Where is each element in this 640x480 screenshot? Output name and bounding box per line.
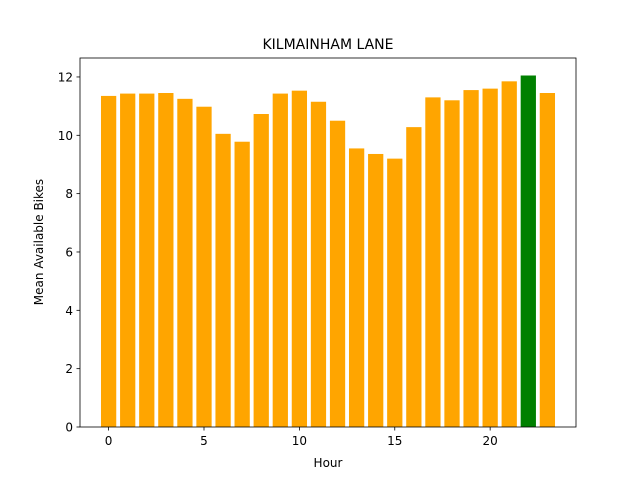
bar [234,141,250,428]
bar [177,98,193,427]
bars-group [100,75,556,428]
bar [139,93,155,428]
bar [463,90,479,427]
x-tick-label: 0 [105,434,113,448]
bar [329,120,346,427]
y-tick-label: 0 [65,421,73,435]
bar [368,153,384,427]
bar [482,88,498,428]
x-tick-label: 5 [200,434,208,448]
bar [272,93,288,428]
chart-title: KILMAINHAM LANE [262,37,393,53]
x-tick-label: 20 [483,434,498,448]
bar [120,93,136,428]
bar [253,114,269,428]
x-axis-label: Hour [314,456,343,470]
bar [425,97,441,427]
y-tick-label: 6 [65,245,73,259]
bar [444,100,460,427]
y-tick-label: 12 [58,70,73,84]
x-tick-label: 10 [292,434,307,448]
bar [348,148,365,427]
y-tick-label: 2 [65,362,73,376]
bar [215,133,231,427]
y-tick-label: 10 [58,129,73,143]
bar [291,90,308,428]
x-tick-label: 15 [387,434,402,448]
bar [196,106,212,427]
bar [158,93,174,427]
axes-group: 0 5 10 15 20 0 2 4 6 8 10 12 [58,57,577,448]
bar [539,93,556,427]
bar [310,101,327,427]
bar [406,127,422,427]
bar-highlighted [520,75,536,427]
bar [501,81,517,427]
y-tick-label: 4 [65,304,73,318]
y-tick-label: 8 [65,187,73,201]
plot-frame [79,57,577,428]
bar [387,158,403,428]
y-axis-label: Mean Available Bikes [32,179,46,305]
bar [100,95,117,427]
